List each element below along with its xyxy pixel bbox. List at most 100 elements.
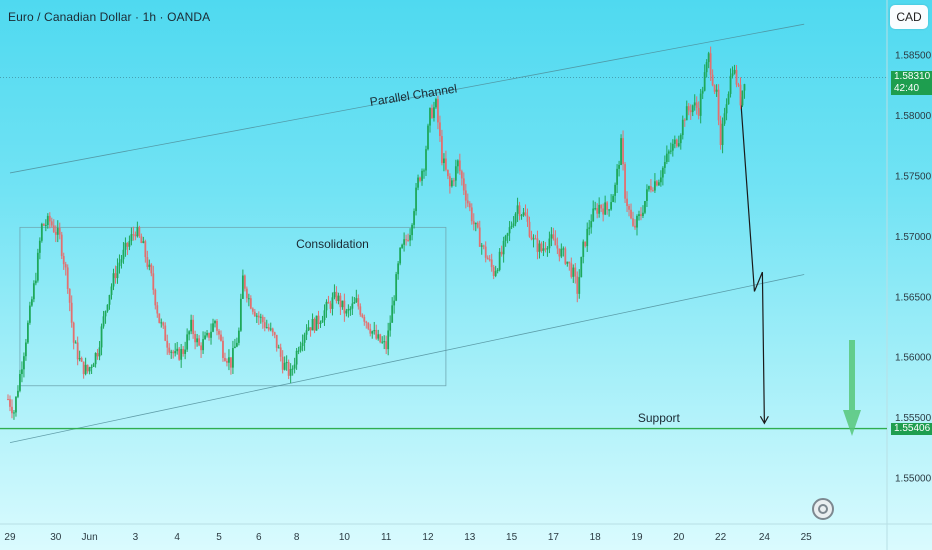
candle-body [614, 184, 616, 196]
candle-body [90, 366, 93, 368]
candle-body [568, 261, 571, 264]
time-tick-label: 13 [464, 532, 476, 543]
candle-body [86, 364, 89, 372]
candle-body [689, 110, 692, 113]
candle-body [50, 221, 53, 226]
candle-body [243, 275, 246, 289]
candle-body [120, 259, 123, 263]
candle-body [104, 311, 107, 317]
candle-body [349, 308, 352, 310]
candle-body [401, 244, 404, 248]
candle-body [102, 316, 105, 327]
candle-body [198, 338, 200, 346]
candle-body [329, 303, 332, 309]
candle-body [100, 326, 103, 348]
candle-body [478, 227, 481, 247]
candle-body [269, 328, 272, 330]
candle-body [476, 222, 479, 228]
candle-body [275, 334, 278, 348]
candle-body [735, 69, 738, 85]
candle-body [58, 228, 61, 235]
price-tick-label: 1.58500 [895, 50, 932, 61]
candle-body [556, 245, 559, 249]
candle-body [218, 330, 220, 335]
candle-body [325, 301, 328, 311]
candle-body [520, 215, 523, 217]
candle-body [429, 108, 431, 126]
candle-body [32, 283, 35, 300]
candle-body [160, 322, 163, 324]
candle-body [458, 160, 461, 172]
candle-body [719, 120, 722, 145]
candle-body [590, 221, 593, 228]
candle-body [679, 135, 682, 144]
chart-annotations[interactable] [0, 23, 887, 443]
candle-body [403, 239, 406, 245]
candle-body [19, 374, 21, 391]
candle-body [373, 330, 376, 332]
candle-body [562, 248, 565, 250]
candle-body [144, 241, 147, 258]
candle-body [168, 347, 171, 353]
candle-body [673, 139, 676, 144]
candle-body [419, 177, 421, 181]
candle-body [468, 203, 471, 208]
candle-body [437, 99, 439, 123]
price-axis[interactable]: 1.58500 1.58000 1.57500 1.57000 1.56500 1.560… [895, 50, 932, 484]
candle-body [393, 300, 396, 306]
currency-button[interactable]: CAD [890, 5, 928, 29]
candle-body [202, 339, 204, 351]
candle-body [594, 208, 597, 210]
candle-body [454, 166, 457, 181]
candle-body [496, 269, 499, 272]
tradingview-logo-icon[interactable] [812, 498, 834, 520]
candle-body [655, 181, 658, 186]
candle-body [335, 291, 338, 301]
candle-body [516, 205, 519, 214]
candle-body [17, 390, 19, 397]
time-tick-label: 12 [422, 532, 434, 543]
time-tick-label: 18 [590, 532, 602, 543]
candle-body [331, 297, 334, 309]
candle-body [182, 348, 185, 354]
candle-body [357, 298, 360, 307]
candle-body [669, 150, 672, 152]
candle-body [62, 256, 65, 265]
candle-body [488, 259, 491, 261]
candle-body [70, 302, 73, 323]
time-axis[interactable]: 29 30 Jun 3 4 5 6 8 10 11 12 13 15 17 18 19 20 22 24 25 [4, 532, 812, 543]
time-tick-label: 29 [4, 532, 16, 543]
candle-body [512, 223, 515, 226]
candle-body [574, 267, 577, 277]
projection-path [739, 96, 765, 424]
candle-body [327, 301, 330, 304]
candle-body [534, 238, 537, 240]
candle-body [600, 204, 603, 209]
candle-body [612, 195, 615, 203]
candle-body [729, 75, 732, 94]
candle-body [538, 243, 541, 252]
candle-body [7, 399, 9, 401]
candle-body [480, 245, 483, 247]
candle-body [359, 306, 362, 315]
candle-body [514, 213, 517, 224]
candle-body [287, 362, 290, 376]
candle-body [158, 313, 161, 323]
candle-body [695, 102, 698, 108]
candle-body [731, 73, 734, 76]
candle-body [54, 231, 57, 235]
candle-body [251, 308, 254, 312]
candle-body [546, 248, 549, 250]
candle-body [588, 227, 591, 229]
candle-body [448, 176, 451, 187]
candlestick-series[interactable] [7, 46, 746, 420]
candle-body [654, 181, 656, 191]
candle-body [361, 314, 364, 317]
candle-body [506, 233, 509, 236]
candle-body [667, 151, 670, 154]
time-tick-label: 30 [50, 532, 62, 543]
candle-body [632, 218, 634, 226]
candle-body [570, 263, 573, 277]
candle-body [291, 368, 294, 370]
